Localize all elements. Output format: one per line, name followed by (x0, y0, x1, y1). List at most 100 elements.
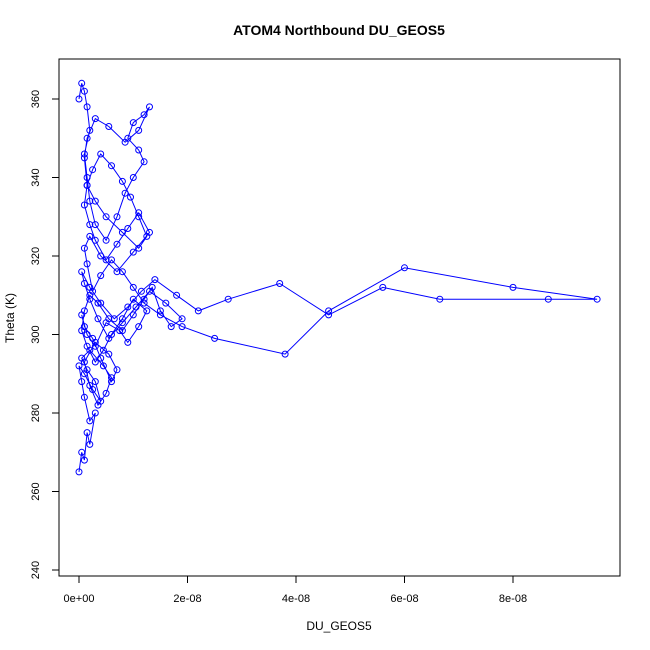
data-point (97, 272, 105, 280)
data-point (86, 232, 94, 240)
data-point (129, 283, 137, 291)
data-point (99, 362, 107, 370)
data-point (276, 280, 284, 287)
data-point (135, 146, 143, 154)
data-point (94, 401, 102, 409)
data-point (194, 307, 202, 315)
data-point (118, 177, 126, 185)
data-point (78, 378, 86, 386)
data-point (129, 119, 137, 127)
y-tick-label: 360 (30, 90, 42, 108)
data-point (140, 295, 148, 303)
data-point (135, 323, 143, 331)
data-point (83, 260, 91, 268)
data-point (97, 354, 105, 362)
data-point (99, 346, 107, 354)
data-point (102, 389, 110, 397)
data-point (97, 299, 105, 307)
data-point (211, 334, 219, 342)
data-point (91, 115, 99, 123)
data-point (178, 323, 186, 331)
x-tick-label: 0e+00 (64, 593, 95, 605)
data-point (80, 393, 88, 401)
x-tick-label: 6e-08 (390, 593, 418, 605)
data-point (94, 299, 102, 307)
data-point (80, 358, 88, 366)
y-tick-label: 340 (30, 168, 42, 186)
data-point (127, 193, 134, 201)
data-point (86, 197, 94, 205)
data-point (97, 252, 105, 260)
data-point (97, 150, 105, 158)
data-point (593, 295, 601, 303)
y-tick-label: 320 (30, 247, 42, 265)
data-point (89, 334, 97, 342)
data-point (113, 213, 121, 221)
x-tick-label: 8e-08 (499, 593, 527, 605)
data-point (173, 291, 181, 299)
data-point (118, 268, 126, 276)
data-point (162, 299, 170, 307)
data-point (118, 327, 126, 335)
chart-title: ATOM4 Northbound DU_GEOS5 (233, 22, 445, 38)
data-point (146, 103, 153, 111)
data-point (121, 189, 129, 197)
data-point (118, 315, 126, 323)
data-point (124, 338, 132, 346)
data-point (113, 240, 121, 248)
data-point (135, 126, 143, 134)
data-point (86, 295, 94, 303)
data-point (83, 331, 91, 338)
data-point (110, 315, 118, 323)
data-point (137, 287, 145, 295)
data-point (78, 79, 86, 87)
data-point (124, 134, 132, 142)
data-point (91, 358, 99, 366)
data-point (75, 362, 83, 370)
data-point (89, 287, 97, 295)
data-point (94, 315, 102, 323)
data-point (146, 287, 153, 295)
data-point (80, 456, 88, 464)
data-point (108, 378, 115, 386)
data-point (178, 315, 186, 323)
data-point (78, 327, 86, 335)
data-point (86, 382, 94, 389)
data-point (325, 307, 333, 315)
data-point (83, 429, 91, 437)
data-point (129, 174, 137, 181)
data-point (124, 303, 132, 311)
data-point (105, 350, 113, 358)
data-point (129, 295, 137, 303)
data-point (105, 334, 113, 342)
data-point (86, 440, 94, 448)
data-point (113, 268, 121, 276)
series-line (78, 83, 598, 472)
data-point (83, 174, 91, 181)
data-point (91, 409, 99, 417)
data-point (102, 213, 110, 221)
data-point (75, 468, 83, 476)
y-tick-label: 300 (30, 325, 42, 343)
data-point (113, 366, 121, 374)
data-point (325, 311, 333, 319)
x-axis: 0e+00 2e-08 4e-08 6e-08 8e-08 (64, 575, 527, 605)
data-point (436, 295, 444, 303)
data-point (544, 295, 552, 303)
data-point (89, 166, 97, 174)
data-point (102, 236, 110, 244)
data-point (83, 342, 91, 350)
data-point (78, 268, 86, 276)
data-point (80, 244, 88, 252)
data-point (140, 111, 148, 119)
data-point (224, 295, 232, 303)
y-axis-label: Theta (K) (3, 293, 17, 343)
data-point (83, 103, 91, 111)
data-point (281, 350, 289, 358)
data-point (108, 374, 115, 382)
data-point (156, 307, 164, 315)
data-point (102, 256, 110, 264)
data-point (91, 236, 99, 244)
data-point (86, 417, 94, 425)
